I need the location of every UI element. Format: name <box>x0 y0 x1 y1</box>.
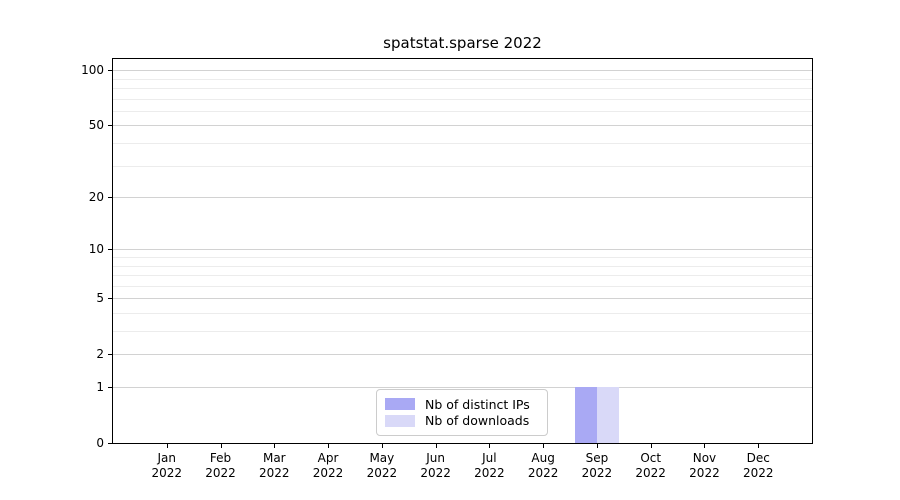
y-tick-label: 10 <box>88 242 104 257</box>
major-gridline <box>113 197 812 199</box>
plot-area <box>112 58 813 444</box>
x-tick-label: Jul 2022 <box>474 451 505 480</box>
x-tick-label: Aug 2022 <box>527 451 559 480</box>
y-tick-mark <box>108 354 113 355</box>
minor-gridline <box>113 110 812 112</box>
x-tick-mark <box>436 444 437 448</box>
x-tick-mark <box>274 444 275 448</box>
x-tick-label: Nov 2022 <box>689 451 720 480</box>
chart-title: spatstat.sparse 2022 <box>383 34 542 52</box>
minor-gridline <box>113 165 812 167</box>
x-tick-label: Apr 2022 <box>312 451 344 480</box>
x-tick-mark <box>328 444 329 448</box>
bar-distinct-ips <box>574 387 597 443</box>
minor-gridline <box>113 331 812 332</box>
y-tick-mark <box>108 249 113 250</box>
x-tick-label: Dec 2022 <box>742 451 774 480</box>
y-tick-mark <box>108 70 113 71</box>
y-tick-label: 20 <box>88 190 104 205</box>
y-tick-label: 1 <box>96 380 104 394</box>
x-tick-mark <box>382 444 383 448</box>
minor-gridline <box>113 312 812 314</box>
x-tick-mark <box>758 444 759 448</box>
x-tick-label: Sep 2022 <box>581 451 613 480</box>
legend-swatch-downloads <box>385 414 415 427</box>
y-tick-label: 5 <box>96 291 104 306</box>
major-gridline <box>113 125 812 127</box>
x-tick-mark <box>543 444 544 448</box>
y-tick-mark <box>108 125 113 126</box>
minor-gridline <box>113 88 812 89</box>
minor-gridline <box>113 285 812 287</box>
legend: Nb of distinct IPs Nb of downloads <box>376 389 548 436</box>
x-tick-mark <box>704 444 705 448</box>
minor-gridline <box>113 265 812 267</box>
major-gridline <box>113 354 812 356</box>
minor-gridline <box>113 275 812 277</box>
major-gridline <box>113 387 812 388</box>
y-tick-label: 100 <box>81 63 104 78</box>
legend-item-distinct-ips: Nb of distinct IPs <box>385 397 537 412</box>
major-gridline <box>113 70 812 72</box>
minor-gridline <box>113 256 812 258</box>
y-tick-mark <box>108 197 113 198</box>
legend-label-distinct-ips: Nb of distinct IPs <box>425 396 530 412</box>
bar-downloads <box>596 387 619 443</box>
y-tick-mark <box>108 387 113 388</box>
legend-swatch-distinct-ips <box>385 398 415 411</box>
legend-label-downloads: Nb of downloads <box>425 413 530 429</box>
x-tick-mark <box>221 444 222 448</box>
x-tick-label: Mar 2022 <box>259 451 290 480</box>
y-tick-mark <box>108 443 113 444</box>
x-tick-mark <box>651 444 652 448</box>
minor-gridline <box>113 98 812 100</box>
x-tick-label: Oct 2022 <box>635 451 666 480</box>
x-tick-mark <box>167 444 168 448</box>
x-tick-label: May 2022 <box>366 451 398 480</box>
y-tick-label: 0 <box>96 436 104 450</box>
x-tick-label: Feb 2022 <box>205 451 236 480</box>
minor-gridline <box>113 78 812 80</box>
minor-gridline <box>113 143 812 144</box>
x-tick-label: Jun 2022 <box>420 451 451 480</box>
legend-item-downloads: Nb of downloads <box>385 413 537 428</box>
y-tick-label: 2 <box>96 347 104 362</box>
x-tick-mark <box>597 444 598 448</box>
x-tick-mark <box>489 444 490 448</box>
x-tick-label: Jan 2022 <box>151 451 183 480</box>
y-tick-mark <box>108 298 113 299</box>
y-tick-label: 50 <box>88 118 104 133</box>
major-gridline <box>113 298 812 300</box>
major-gridline <box>113 249 812 251</box>
